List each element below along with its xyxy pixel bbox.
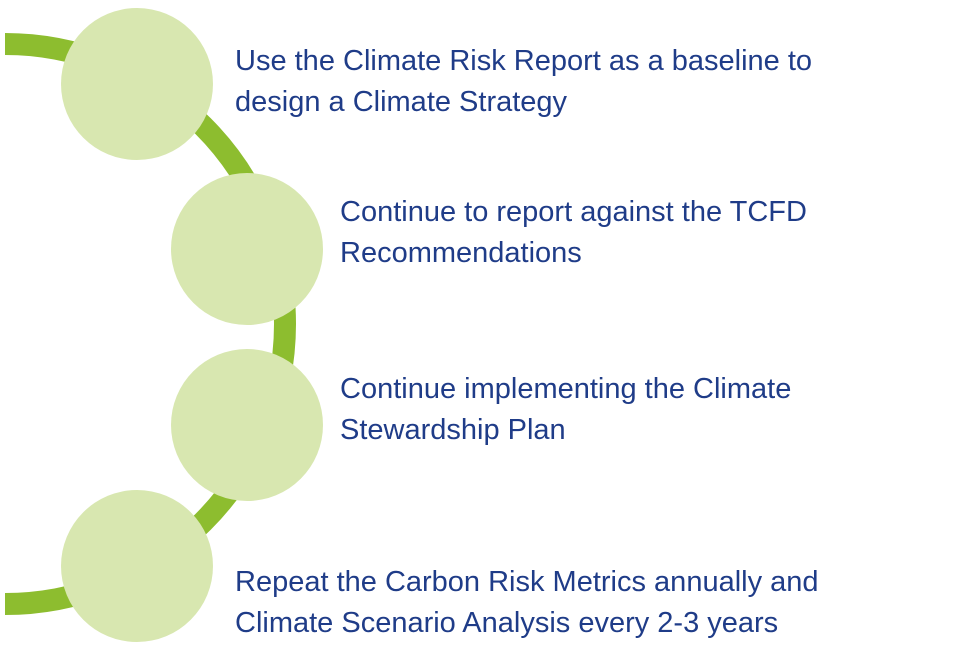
step-text: Continue implementing the Climate (340, 373, 791, 405)
steps: Use the Climate Risk Report as a baselin… (61, 8, 819, 642)
step-text: Use the Climate Risk Report as a baselin… (235, 45, 812, 77)
step-circle (171, 349, 323, 501)
step-text: Recommendations (340, 237, 582, 269)
step-text: Continue to report against the TCFD (340, 196, 807, 228)
step-text: Repeat the Carbon Risk Metrics annually … (235, 566, 819, 598)
step-circle (61, 8, 213, 160)
step-text: Climate Scenario Analysis every 2-3 year… (235, 607, 778, 639)
step-circle (171, 173, 323, 325)
step-text: Stewardship Plan (340, 414, 566, 446)
step-text: design a Climate Strategy (235, 86, 568, 118)
step-circle (61, 490, 213, 642)
